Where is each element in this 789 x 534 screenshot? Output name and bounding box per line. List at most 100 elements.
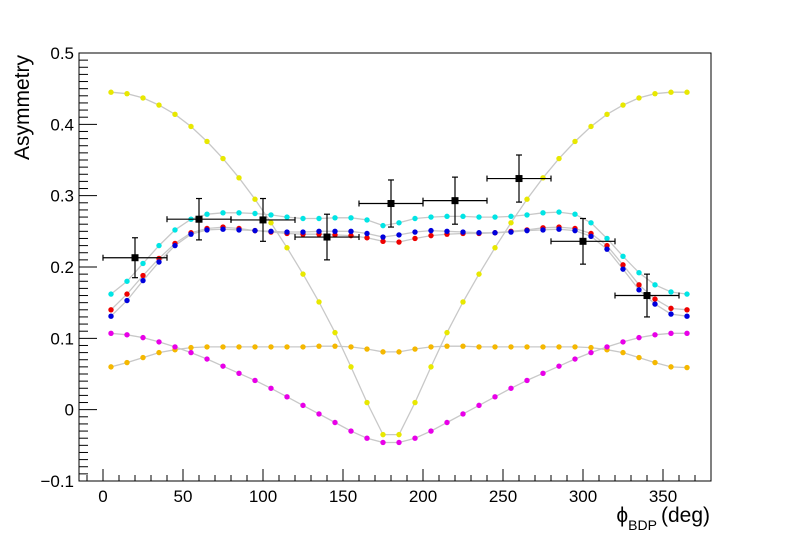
series-1-point [508, 220, 514, 226]
series-2-point [348, 215, 354, 221]
series-3-point [108, 307, 114, 313]
series-1-point [460, 299, 466, 305]
series-4-point [188, 231, 194, 237]
series-3-point [364, 235, 370, 241]
series-6-point [252, 377, 258, 384]
series-4-point [172, 242, 178, 249]
x-tick-label: 50 [174, 487, 193, 506]
series-1-point [300, 271, 306, 277]
series-4-point [556, 226, 562, 232]
series-5-point [396, 349, 402, 355]
series-6-point [348, 428, 354, 434]
series-2-point [556, 209, 562, 215]
series-6-point [220, 363, 226, 369]
series-1-point [124, 90, 130, 97]
series-6-point [268, 385, 274, 391]
series-5-point [300, 344, 306, 350]
x-tick-label: 0 [98, 487, 107, 506]
measured-point [323, 233, 331, 241]
series-4-point [460, 229, 466, 235]
series-6-point [556, 363, 562, 369]
series-5-point [412, 346, 418, 352]
series-5-point [124, 359, 130, 366]
series-6-point [620, 339, 626, 345]
y-axis: −0.1 0 0.1 0.2 0.3 0.4 0.5 [40, 44, 97, 491]
series-2-point [396, 220, 402, 226]
series-2-point [332, 215, 338, 221]
series-4-point [284, 229, 290, 235]
series-4-point [492, 230, 498, 236]
series-2-point [604, 235, 610, 242]
series-1-point [476, 271, 482, 277]
y-tick-label: 0.5 [50, 44, 74, 63]
series-2-point [236, 210, 242, 216]
series-5-point [668, 364, 674, 370]
series-5-point [492, 344, 498, 350]
series-1-point [540, 175, 546, 181]
series-6-point [460, 411, 466, 417]
series-2-point [220, 210, 226, 216]
model-series [108, 89, 690, 446]
series-4-point [332, 228, 338, 235]
series-5-point [556, 344, 562, 350]
measured-point [643, 292, 651, 300]
series-2-point [300, 215, 306, 222]
measured-point [515, 175, 523, 183]
series-2-point [636, 270, 642, 276]
series-2-point [684, 291, 690, 297]
series-4-point [620, 266, 626, 272]
series-6-point [652, 332, 658, 338]
series-1-point [492, 245, 498, 251]
series-5-point [428, 344, 434, 350]
series-2-point [156, 242, 162, 249]
series-1-point [428, 364, 434, 370]
series-6-point [364, 435, 370, 441]
series-2-point [252, 210, 258, 217]
y-tick-label: 0.2 [50, 258, 74, 277]
series-6-point [636, 334, 642, 341]
series-4-point [636, 287, 642, 293]
series-6-point [124, 332, 130, 338]
series-3-point [652, 296, 658, 302]
series-2-point [652, 282, 658, 288]
series-6-point [524, 377, 530, 384]
series-4-point [588, 233, 594, 240]
series-4-point [508, 229, 514, 235]
series-2-point [268, 212, 274, 218]
measured-point [131, 254, 139, 262]
series-6-point [140, 334, 146, 341]
series-6-point [396, 439, 402, 446]
series-4-point [652, 301, 658, 307]
x-tick-label: 350 [649, 487, 677, 506]
series-2-point [108, 291, 114, 297]
x-tick-label: 250 [489, 487, 517, 506]
series-6-point [588, 349, 594, 356]
series-1-point [588, 123, 594, 130]
series-6-point [428, 428, 434, 434]
measured-point [387, 200, 395, 208]
series-2-point [540, 210, 546, 216]
series-2-point [140, 260, 146, 267]
series-5-point [108, 364, 114, 370]
x-tick-label: 200 [409, 487, 437, 506]
series-1-point [620, 102, 626, 108]
y-tick-label: 0.3 [50, 187, 74, 206]
plot-frame [78, 52, 712, 482]
series-2-point [444, 213, 450, 220]
series-1-point [396, 431, 402, 438]
series-4-point [428, 227, 434, 234]
series-6-point [380, 439, 386, 446]
y-tick-label: 0.4 [50, 115, 74, 134]
series-4-point [316, 228, 322, 235]
x-tick-label: 150 [329, 487, 357, 506]
series-1-point [252, 196, 258, 202]
series-2-point [508, 213, 514, 220]
series-5-point [540, 344, 546, 350]
series-5-point [380, 349, 386, 355]
series-1-point [188, 123, 194, 130]
series-5-point [156, 349, 162, 356]
series-2-point [620, 253, 626, 259]
series-1-point [604, 111, 610, 118]
series-3-point [124, 291, 130, 297]
y-tick-label: 0 [65, 401, 74, 420]
